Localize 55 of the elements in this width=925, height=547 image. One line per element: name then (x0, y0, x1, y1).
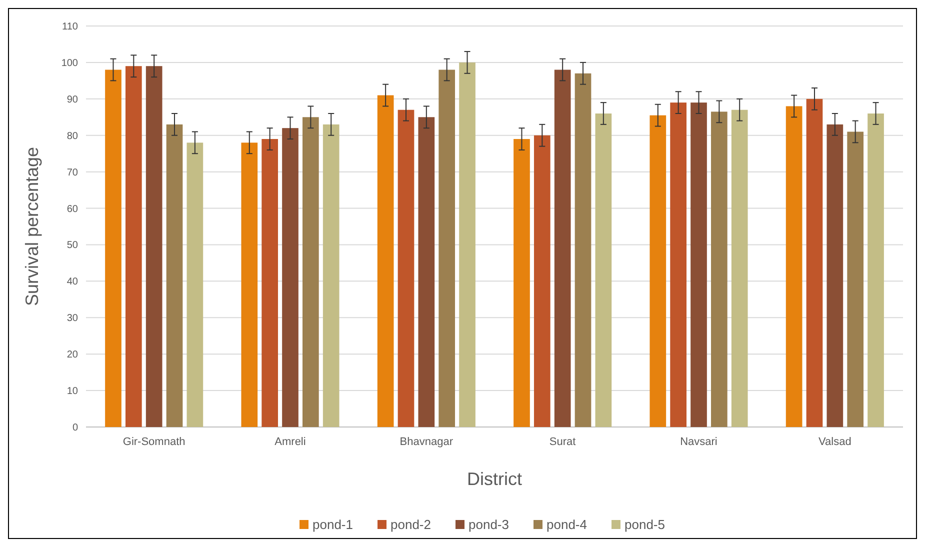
bar (670, 102, 686, 427)
y-tick-label: 10 (66, 386, 78, 398)
bar (595, 113, 612, 427)
bar (146, 66, 162, 427)
x-tick-label: Valsad (818, 436, 852, 448)
bar (690, 102, 707, 427)
bar (125, 66, 142, 427)
bar (166, 124, 183, 427)
x-tick-label: Surat (549, 436, 576, 448)
y-axis-title: Survival percentage (22, 146, 42, 306)
bar (731, 110, 748, 427)
y-tick-label: 70 (66, 167, 78, 178)
legend-label: pond-5 (624, 517, 665, 532)
y-tick-label: 100 (61, 58, 78, 69)
y-tick-label: 80 (66, 130, 78, 142)
bar (554, 70, 571, 427)
bar (711, 112, 728, 427)
bar (459, 62, 476, 427)
y-tick-label: 40 (66, 276, 78, 288)
x-tick-label: Gir-Somnath (122, 436, 186, 448)
y-tick-label: 110 (62, 22, 78, 32)
bar (650, 115, 666, 427)
x-tick-label: Bhavnagar (400, 436, 454, 448)
bar (241, 142, 258, 427)
bar (806, 98, 823, 427)
legend-label: pond-1 (312, 517, 353, 532)
y-tick-label: 60 (66, 204, 78, 215)
bar (418, 117, 435, 427)
legend-label: pond-3 (468, 517, 509, 532)
bar (847, 132, 864, 427)
bar (186, 142, 204, 427)
bar (514, 139, 530, 427)
y-tick-label: 30 (66, 313, 78, 324)
y-tick-label: 0 (72, 422, 78, 434)
bar (574, 73, 592, 427)
bar (282, 128, 298, 427)
bar (322, 124, 340, 427)
x-axis-title: District (467, 469, 522, 489)
bar (438, 70, 456, 427)
bar (398, 110, 414, 427)
bar (826, 124, 844, 427)
bar (786, 106, 802, 427)
x-tick-label: Amreli (274, 436, 306, 448)
y-tick-label: 50 (66, 240, 78, 252)
x-tick-label: Navsari (680, 436, 718, 448)
legend-label: pond-4 (546, 517, 587, 532)
y-tick-label: 20 (66, 350, 78, 361)
bar (377, 95, 394, 427)
bar (302, 117, 319, 427)
bar (534, 135, 550, 427)
bar (868, 113, 884, 427)
bar (105, 70, 122, 427)
bar (262, 139, 278, 427)
y-tick-label: 90 (66, 94, 78, 106)
legend-label: pond-2 (390, 517, 431, 532)
